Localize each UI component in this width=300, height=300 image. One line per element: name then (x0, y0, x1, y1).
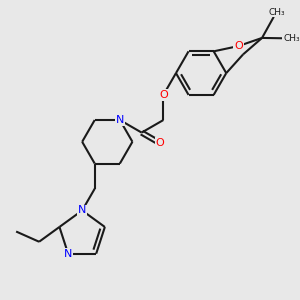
Text: N: N (78, 206, 86, 215)
Text: O: O (156, 138, 164, 148)
Text: CH₃: CH₃ (268, 8, 285, 17)
Text: CH₃: CH₃ (283, 34, 300, 43)
Text: O: O (159, 90, 168, 100)
Text: N: N (64, 249, 72, 259)
Text: O: O (234, 41, 243, 51)
Text: N: N (116, 115, 124, 125)
